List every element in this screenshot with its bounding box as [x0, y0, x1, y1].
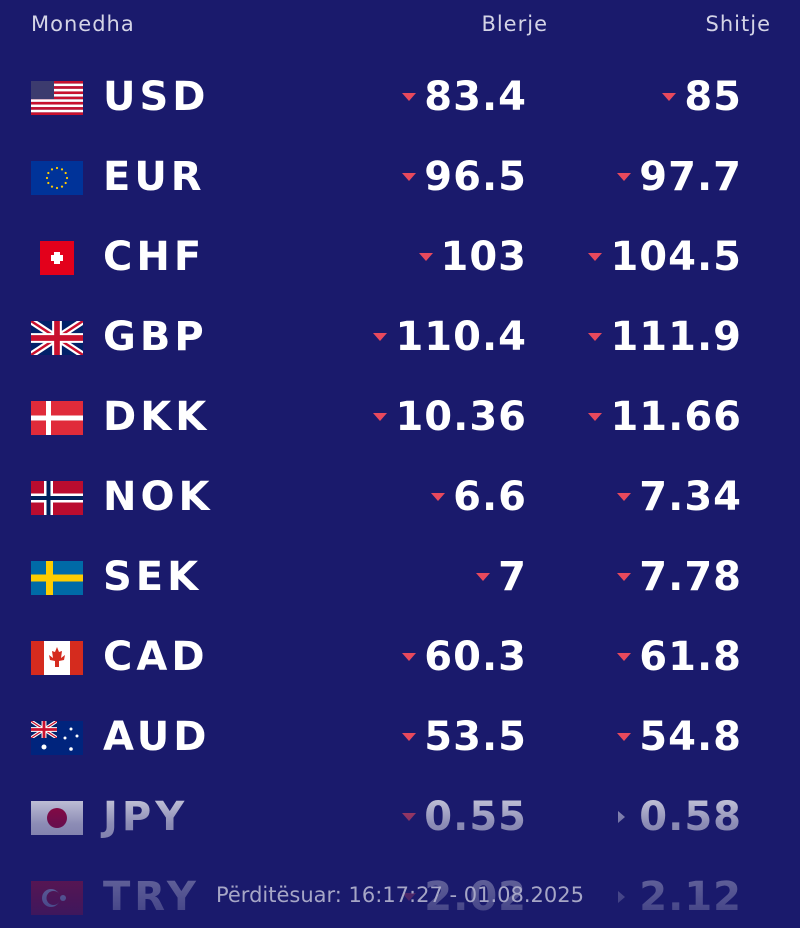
- buy-value: 96.5: [424, 154, 527, 200]
- currency-code: DKK: [103, 394, 211, 440]
- trend-arrow: [617, 573, 632, 581]
- sell-value: 104.5: [610, 234, 742, 280]
- trend-arrow: [617, 173, 632, 181]
- buy-rate: 6.6: [431, 474, 527, 520]
- updated-time: Përditësuar: 16:17:27 - 01.08.2025: [215, 883, 585, 907]
- flag-icon: [40, 241, 74, 275]
- buy-rate: 96.5: [402, 154, 527, 200]
- currency-code: AUD: [103, 714, 211, 760]
- currency-row: USD 83.4 85: [0, 68, 800, 128]
- trend-arrow: [373, 413, 388, 421]
- currency-code: NOK: [103, 474, 214, 520]
- trend-arrow: [402, 653, 417, 661]
- currency-code: CAD: [103, 634, 209, 680]
- fade-overlay: [0, 770, 800, 924]
- flag-icon: [31, 561, 83, 595]
- buy-rate: 103: [418, 234, 528, 280]
- trend-arrow: [662, 93, 677, 101]
- sell-rate: 111.9: [588, 314, 742, 360]
- trend-arrow: [617, 493, 632, 501]
- trend-arrow: [402, 733, 417, 741]
- trend-arrow: [402, 93, 417, 101]
- trend-arrow: [617, 733, 632, 741]
- currency-row: NOK 6.6 7.34: [0, 468, 800, 528]
- sell-value: 7.34: [639, 474, 742, 520]
- sell-rate: 97.7: [617, 154, 742, 200]
- flag-icon: [31, 641, 83, 675]
- currency-row: AUD 53.5 54.8: [0, 708, 800, 768]
- currency-code: GBP: [103, 314, 208, 360]
- trend-arrow: [418, 253, 433, 261]
- sell-rate: 104.5: [588, 234, 742, 280]
- flag-icon: [31, 481, 83, 515]
- sell-value: 11.66: [610, 394, 742, 440]
- buy-value: 6.6: [453, 474, 527, 520]
- buy-rate: 53.5: [402, 714, 527, 760]
- flag-icon: [31, 81, 83, 115]
- flag-icon: [31, 721, 83, 755]
- currency-header: Monedha: [31, 12, 135, 36]
- sell-value: 111.9: [610, 314, 742, 360]
- sell-value: 61.8: [639, 634, 742, 680]
- currency-row: DKK 10.36 11.66: [0, 388, 800, 448]
- buy-rate: 60.3: [402, 634, 527, 680]
- currency-row: CAD 60.3 61.8: [0, 628, 800, 688]
- currency-code: SEK: [103, 554, 203, 600]
- flag-icon: [31, 401, 83, 435]
- flag-icon: [31, 161, 83, 195]
- buy-value: 60.3: [424, 634, 527, 680]
- buy-value: 7: [498, 554, 527, 600]
- trend-arrow: [617, 653, 632, 661]
- flag-icon: [31, 321, 83, 355]
- trend-arrow: [588, 253, 603, 261]
- currency-code: USD: [103, 74, 210, 120]
- sell-value: 85: [684, 74, 742, 120]
- currency-code: EUR: [103, 154, 206, 200]
- currency-code: CHF: [103, 234, 206, 280]
- buy-rate: 10.36: [373, 394, 527, 440]
- sell-header: Shitje: [705, 12, 771, 36]
- sell-rate: 7.78: [617, 554, 742, 600]
- sell-value: 97.7: [639, 154, 742, 200]
- buy-rate: 7: [476, 554, 527, 600]
- buy-value: 83.4: [424, 74, 527, 120]
- sell-value: 54.8: [639, 714, 742, 760]
- currency-row: SEK 7 7.78: [0, 548, 800, 608]
- sell-rate: 7.34: [617, 474, 742, 520]
- buy-value: 10.36: [395, 394, 527, 440]
- sell-rate: 11.66: [588, 394, 742, 440]
- sell-rate: 85: [662, 74, 742, 120]
- sell-rate: 54.8: [617, 714, 742, 760]
- buy-value: 110.4: [395, 314, 527, 360]
- buy-header: Blerje: [481, 12, 548, 36]
- trend-arrow: [588, 413, 603, 421]
- currency-row: GBP 110.4 111.9: [0, 308, 800, 368]
- trend-arrow: [431, 493, 446, 501]
- buy-rate: 83.4: [402, 74, 527, 120]
- trend-arrow: [476, 573, 491, 581]
- sell-rate: 61.8: [617, 634, 742, 680]
- trend-arrow: [402, 173, 417, 181]
- currency-row: EUR 96.5 97.7: [0, 148, 800, 208]
- buy-rate: 110.4: [373, 314, 527, 360]
- trend-arrow: [588, 333, 603, 341]
- trend-arrow: [373, 333, 388, 341]
- buy-value: 53.5: [424, 714, 527, 760]
- sell-value: 7.78: [639, 554, 742, 600]
- currency-row: CHF 103 104.5: [0, 228, 800, 288]
- buy-value: 103: [440, 234, 527, 280]
